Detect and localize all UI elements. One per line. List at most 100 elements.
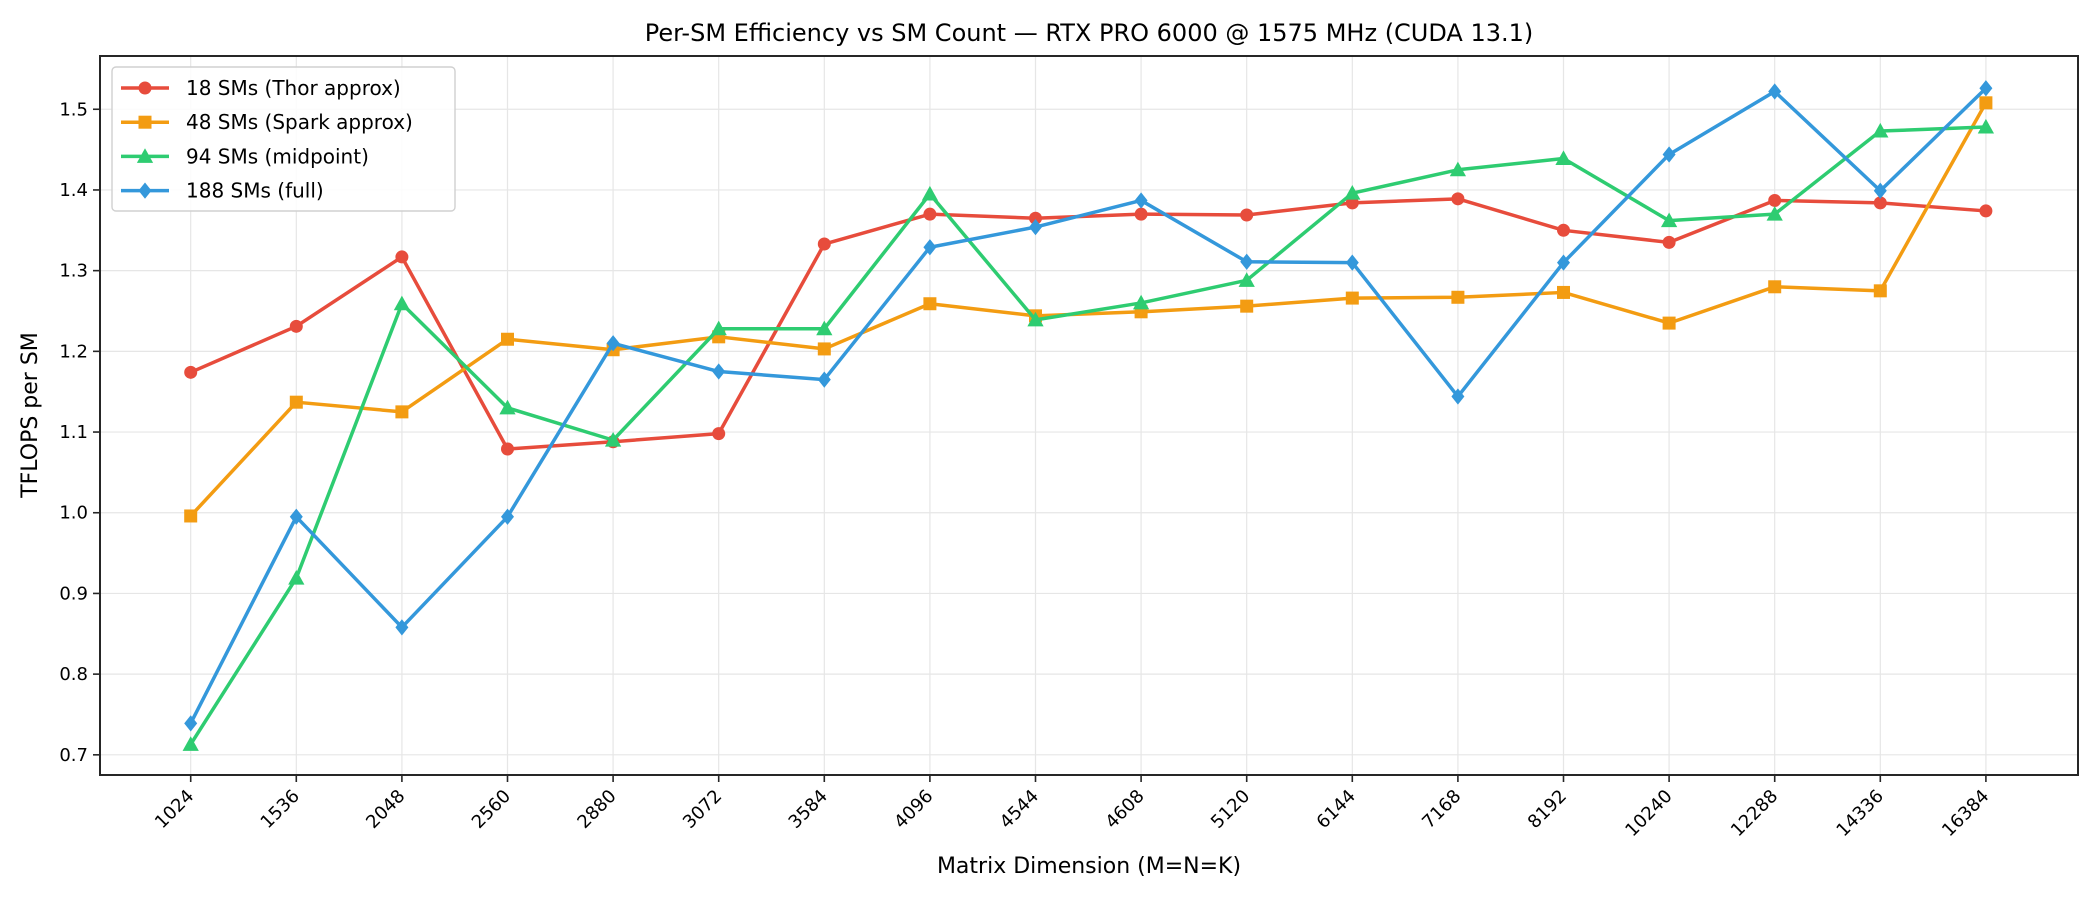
data-point-square (1345, 291, 1359, 305)
data-point-circle (1451, 192, 1465, 206)
data-point-circle (817, 237, 831, 251)
data-point-triangle (1977, 118, 1995, 134)
series-line (188, 86, 1988, 726)
data-point-diamond (712, 363, 726, 380)
data-point-diamond (1240, 253, 1254, 270)
legend-marker-circle-icon (138, 81, 152, 95)
legend-item: 94 SMs (midpoint) (121, 144, 369, 168)
data-point-square (1240, 299, 1254, 313)
legend-marker-triangle-icon (136, 148, 154, 163)
y-tick-label: 1.4 (59, 180, 88, 201)
data-point-diamond (184, 715, 198, 732)
y-tick-label: 0.7 (59, 745, 88, 766)
data-point-square (1768, 280, 1782, 294)
series-line (188, 197, 1988, 451)
data-point-diamond (1557, 254, 1570, 271)
y-tick-label: 1.3 (59, 261, 88, 282)
legend-label: 48 SMs (Spark approx) (186, 110, 413, 134)
legend-item: 188 SMs (full) (121, 179, 324, 203)
data-point-circle (1029, 211, 1042, 225)
data-point-diamond (1979, 80, 1993, 97)
data-point-diamond (1134, 192, 1148, 209)
data-point-triangle (710, 320, 727, 336)
y-tick-label: 1.5 (59, 99, 88, 120)
data-point-circle (1768, 193, 1782, 207)
data-point-triangle (1238, 272, 1255, 287)
data-point-circle (501, 442, 514, 456)
data-point-diamond (1662, 146, 1676, 163)
data-point-square (817, 342, 831, 356)
data-point-diamond (289, 508, 303, 525)
data-point-square (1451, 290, 1465, 304)
series-3 (184, 80, 1993, 732)
data-point-square (1873, 284, 1887, 298)
data-point-triangle (499, 399, 516, 415)
data-point-triangle (182, 736, 199, 751)
data-point-triangle (1660, 212, 1678, 228)
data-point-diamond (1345, 254, 1359, 271)
data-point-triangle (921, 185, 939, 201)
y-tick-label: 1.1 (59, 422, 88, 443)
data-point-diamond (1451, 388, 1465, 405)
data-point-triangle (1344, 185, 1361, 200)
data-point-diamond (923, 239, 937, 256)
data-point-circle (923, 207, 937, 221)
legend-label: 18 SMs (Thor approx) (186, 76, 401, 100)
data-point-triangle (604, 431, 622, 447)
data-point-triangle (288, 569, 305, 585)
legend-marker-square-icon (138, 115, 152, 129)
data-point-diamond (817, 371, 831, 388)
data-point-diamond (1873, 182, 1887, 199)
legend: 18 SMs (Thor approx) 48 SMs (Spark approx… (111, 66, 456, 212)
y-tick-label: 0.8 (59, 664, 88, 685)
data-point-square (395, 405, 409, 419)
series-line (188, 125, 1988, 747)
data-point-diamond (395, 619, 409, 636)
legend-label: 94 SMs (midpoint) (186, 144, 369, 168)
data-point-triangle (1555, 150, 1572, 165)
legend-box (111, 66, 456, 212)
x-axis-label: Matrix Dimension (M=N=K) (937, 854, 1241, 879)
data-point-square (501, 332, 514, 346)
data-point-triangle (1027, 311, 1044, 327)
data-point-circle (1557, 223, 1570, 237)
data-point-diamond (501, 508, 514, 525)
series-2 (182, 118, 1995, 751)
data-point-circle (712, 427, 726, 441)
legend-marker-diamond-icon (138, 182, 152, 199)
data-point-diamond (1768, 83, 1782, 100)
y-tick-label: 1.0 (59, 503, 88, 524)
data-point-diamond (606, 335, 620, 352)
data-point-triangle (1872, 122, 1889, 138)
y-axis: 0.7 0.8 0.9 1.0 1.1 1.2 1.3 1.4 1.5 (59, 99, 100, 766)
y-tick-label: 1.2 (59, 341, 88, 362)
legend-item: 18 SMs (Thor approx) (121, 76, 401, 100)
data-point-triangle (1449, 161, 1467, 177)
data-point-triangle (1766, 206, 1783, 221)
data-point-triangle (816, 320, 833, 336)
chart-title: Per-SM Efficiency vs SM Count — RTX PRO … (645, 19, 1534, 47)
data-point-triangle (1132, 294, 1150, 310)
data-point-diamond (1029, 218, 1042, 236)
data-point-square (1979, 96, 1993, 110)
data-point-triangle (393, 295, 411, 311)
data-point-circle (184, 365, 198, 379)
data-point-square (184, 509, 198, 523)
plot-frame (99, 55, 2079, 776)
data-point-square (1662, 316, 1676, 330)
data-point-circle (289, 319, 303, 333)
legend-item: 48 SMs (Spark approx) (121, 110, 413, 134)
series-line (188, 101, 1988, 518)
y-tick-label: 0.9 (59, 583, 88, 604)
data-point-circle (1662, 235, 1676, 249)
data-point-circle (1873, 196, 1887, 210)
data-point-square (923, 297, 937, 311)
data-point-circle (395, 250, 409, 264)
y-axis-label: TFLOPS per SM (18, 332, 43, 499)
series-layer (182, 80, 1995, 751)
legend-label: 188 SMs (full) (186, 179, 324, 203)
data-point-circle (1240, 208, 1254, 222)
data-point-square (1557, 285, 1570, 299)
data-point-circle (1134, 207, 1148, 221)
